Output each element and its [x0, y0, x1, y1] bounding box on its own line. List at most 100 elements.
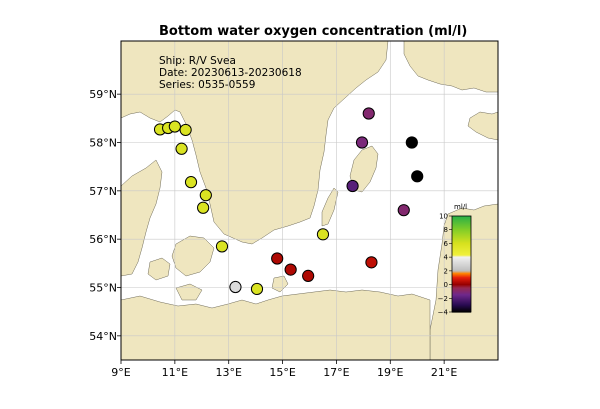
colorbar-segment	[452, 291, 471, 293]
colorbar-segment	[452, 295, 471, 297]
station-marker-21	[397, 204, 410, 217]
colorbar-segment	[452, 293, 471, 295]
land-zealand	[171, 235, 215, 277]
station-marker-20	[411, 170, 424, 183]
colorbar-segment	[452, 309, 471, 311]
colorbar-segment	[452, 249, 471, 251]
colorbar-segment	[452, 217, 471, 219]
station-marker-16	[346, 179, 359, 193]
colorbar-segment	[452, 284, 471, 286]
colorbar-segment	[452, 252, 471, 254]
colorbar-segment	[452, 298, 471, 300]
colorbar-segment	[452, 245, 471, 247]
colorbar-segment	[452, 280, 471, 282]
colorbar-segment	[452, 242, 471, 244]
tick-label-lon-4: 17°E	[323, 366, 349, 379]
colorbar-segment	[452, 283, 471, 285]
colorbar-segment	[452, 253, 471, 255]
colorbar-tick-label-3: 4	[444, 254, 449, 262]
colorbar-segment	[452, 292, 471, 294]
colorbar-tick-label-1: 8	[444, 226, 448, 234]
colorbar-segment	[452, 302, 471, 304]
colorbar-segment	[452, 234, 471, 236]
colorbar-segment	[452, 248, 471, 250]
tick-label-lat-3: 57°N	[89, 185, 117, 198]
graticule	[121, 41, 498, 360]
colorbar-segment	[452, 271, 471, 273]
land-funen	[147, 257, 171, 281]
colorbar-segment	[452, 247, 471, 249]
colorbar-segment	[452, 262, 471, 264]
colorbar-segment	[452, 294, 471, 296]
tick-label-lat-4: 58°N	[89, 137, 117, 150]
colorbar-segment	[452, 281, 471, 283]
colorbar-segment	[452, 219, 471, 221]
station-marker-15	[365, 256, 378, 269]
colorbar-segment	[452, 306, 471, 308]
colorbar-segment	[452, 300, 471, 302]
colorbar-segment	[452, 254, 471, 256]
colorbar-segment	[452, 221, 471, 223]
colorbar-segment	[452, 269, 471, 271]
colorbar-tick-label-2: 6	[444, 240, 449, 248]
tick-label-lon-1: 11°E	[162, 366, 188, 379]
colorbar-segment	[452, 275, 471, 277]
stations-layer	[153, 107, 424, 296]
info-date: Date: 20230613-20230618	[159, 67, 302, 79]
colorbar-segment	[452, 264, 471, 266]
tick-label-lon-0: 9°E	[111, 366, 130, 379]
colorbar-segment	[452, 297, 471, 299]
land-oland	[321, 187, 339, 227]
colorbar-segment	[452, 274, 471, 276]
colorbar-segment	[452, 301, 471, 303]
land-jutland	[121, 159, 163, 277]
tick-label-lon-5: 19°E	[377, 366, 403, 379]
land-lolland	[175, 283, 203, 301]
colorbar-segment	[452, 290, 471, 292]
land-finland	[403, 41, 498, 93]
station-marker-11	[271, 252, 284, 265]
colorbar-segment	[452, 237, 471, 239]
station-marker-19	[405, 136, 418, 149]
colorbar-segment	[452, 230, 471, 232]
colorbar-segment	[452, 261, 471, 263]
colorbar-segment	[452, 305, 471, 307]
station-marker-2	[168, 120, 181, 133]
colorbar-tick-label-6: −2	[438, 295, 448, 303]
colorbar-segment	[452, 226, 471, 228]
colorbar-segment	[452, 240, 471, 242]
colorbar-segment	[452, 287, 471, 289]
land-south-coast	[121, 289, 431, 360]
tick-label-lat-0: 54°N	[89, 330, 117, 343]
colorbar-segment	[452, 285, 471, 287]
station-marker-14	[316, 228, 330, 241]
station-marker-12	[284, 263, 297, 276]
colorbar-segment	[452, 233, 471, 235]
colorbar-segment	[452, 257, 471, 259]
colorbar-segment	[452, 238, 471, 240]
colorbar-tick-label-7: −4	[438, 309, 449, 317]
station-marker-17	[355, 136, 369, 149]
tick-label-lat-1: 55°N	[89, 282, 117, 295]
colorbar-segment	[452, 273, 471, 275]
colorbar-segment	[452, 263, 471, 265]
page-title: Bottom water oxygen concentration (ml/l)	[159, 24, 468, 39]
colorbar-segment	[452, 243, 471, 245]
tick-label-lon-3: 15°E	[269, 366, 295, 379]
station-marker-5	[184, 176, 198, 189]
colorbar-segment	[452, 270, 471, 272]
colorbar-segment	[452, 222, 471, 224]
tick-label-lat-5: 59°N	[89, 88, 117, 101]
colorbar-segment	[452, 304, 471, 306]
station-marker-13	[302, 269, 315, 282]
colorbar-segment	[452, 266, 471, 268]
colorbar-segment	[452, 224, 471, 226]
tick-label-lon-2: 13°E	[215, 366, 241, 379]
colorbar-segment	[452, 244, 471, 246]
colorbar-segment	[452, 227, 471, 229]
colorbar-segment	[452, 282, 471, 284]
colorbar-segment	[452, 220, 471, 222]
station-marker-8	[215, 240, 229, 253]
colorbar-segment	[452, 303, 471, 305]
colorbar-segment	[452, 259, 471, 261]
